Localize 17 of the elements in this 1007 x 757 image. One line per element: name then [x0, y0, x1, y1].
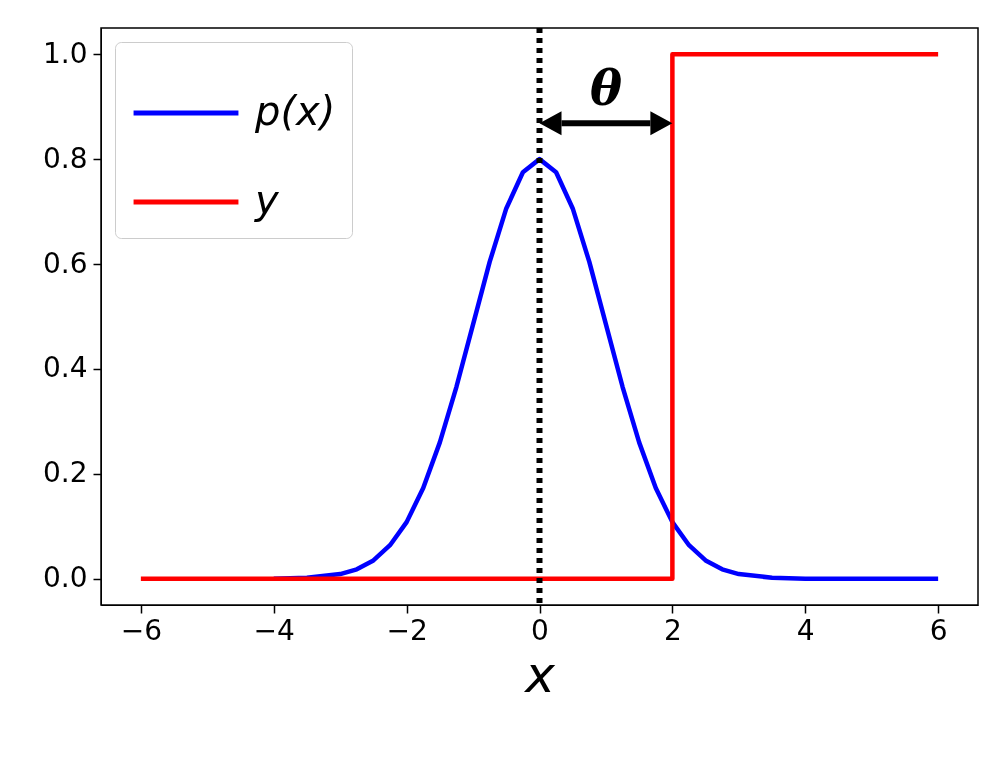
y-tick-label: 0.2 — [42, 456, 88, 490]
x-tick-label: 6 — [929, 613, 948, 647]
y-tick-label: 0.6 — [42, 246, 88, 280]
x-tick-label: 0 — [531, 613, 549, 647]
x-tick-label: 4 — [796, 613, 815, 647]
x-tick-label: −4 — [253, 613, 295, 647]
x-tick-label: −2 — [386, 613, 428, 647]
annotation: θ — [589, 60, 622, 117]
legend-label: y — [254, 177, 280, 223]
y-tick-label: 0.8 — [42, 141, 88, 175]
x-tick-label: −6 — [120, 613, 162, 647]
x-tick-label: 2 — [663, 613, 682, 647]
y-tick-label: 0.0 — [42, 561, 88, 595]
x-axis-title: x — [523, 645, 556, 704]
legend-label: p(x) — [254, 88, 336, 134]
y-tick-label: 0.4 — [42, 351, 88, 385]
y-tick-label: 1.0 — [42, 36, 88, 70]
